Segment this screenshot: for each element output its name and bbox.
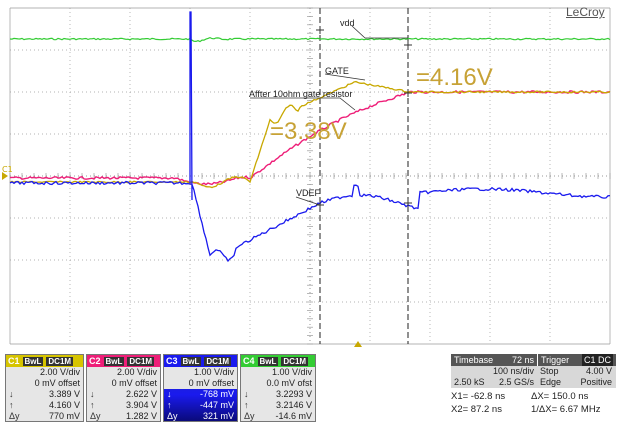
offset-value: 0 mV offset [111, 378, 157, 388]
channel-id: C3 [166, 356, 178, 366]
lecroy-logo: LeCroy [566, 5, 605, 19]
bwl-badge: BwL [180, 356, 202, 366]
cursor1-value: 3.389 V [48, 389, 80, 399]
channel-header: C3 BwL DC1M [164, 355, 237, 367]
cursor1-symbol: ↓ [9, 389, 14, 399]
channel-header: C2 BwL DC1M [87, 355, 160, 367]
time-per-div: 100 ns/div [492, 366, 534, 376]
trigger-header[interactable]: Trigger C1 DC [538, 354, 616, 366]
bwl-badge: BwL [257, 356, 279, 366]
channel-header: C1 BwL DC1M [6, 355, 83, 367]
channel-panel-c1[interactable]: C1 BwL DC1M 2.00 V/div 0 mV offset ↓ 3.38… [5, 354, 84, 422]
offset-value: 0.0 mV ofst [266, 378, 312, 388]
coupling-badge: DC1M [204, 356, 232, 366]
trigger-level-marker: C1 [2, 165, 13, 180]
cursor1-value: 3.2293 V [275, 389, 312, 399]
label-vdef: VDEF [296, 188, 321, 198]
channel-panel-c3[interactable]: C3 BwL DC1M 1.00 V/div 0 mV offset ↓ -768… [163, 354, 238, 422]
channel-id: C1 [8, 356, 20, 366]
vdiv-value: 1.00 V/div [193, 367, 234, 377]
trigger-channel: C1 [583, 355, 596, 365]
cursor2-symbol: ↑ [90, 400, 95, 410]
offset-value: 0 mV offset [188, 378, 234, 388]
cursor1-symbol: ↓ [90, 389, 95, 399]
vdiv-value: 2.00 V/div [39, 367, 80, 377]
coupling-badge: DC1M [281, 356, 309, 366]
waveform-canvas: C1 [2, 7, 611, 347]
trigger-label: Trigger [541, 355, 570, 365]
channel-id: C2 [89, 356, 101, 366]
cursor2-value: -447 mV [199, 400, 234, 410]
trigger-type: Edge [540, 377, 562, 387]
coupling-badge: DC1M [46, 356, 74, 366]
annotation-leaders [250, 25, 408, 206]
graticule [9, 7, 611, 345]
trigger-level: 4.00 V [585, 366, 612, 376]
channel-panel-c2[interactable]: C2 BwL DC1M 2.00 V/div 0 mV offset ↓ 2.62… [86, 354, 161, 422]
cursor2-value: 3.904 V [125, 400, 157, 410]
timebase-value: 72 ns [511, 355, 534, 365]
trace-c4-vdd [9, 36, 611, 43]
coupling-badge: DC1M [127, 356, 155, 366]
cursor1-symbol: ↓ [167, 389, 172, 399]
trigger-time-marker [354, 341, 362, 347]
channel-id: C4 [243, 356, 255, 366]
trigger-source-badge: C1 DC [581, 354, 613, 366]
channel-panel-c4[interactable]: C4 BwL DC1M 1.00 V/div 0.0 mV ofst ↓ 3.22… [240, 354, 316, 422]
sample-rate: 2.5 GS/s [498, 377, 534, 387]
measurement-gate-voltage: =4.16V [416, 64, 493, 91]
cursor-readout-row1: X1= -62.8 ns ΔX= 150.0 ns [451, 391, 588, 402]
cursor1-value: -768 mV [199, 389, 234, 399]
delta-symbol: Δy [167, 411, 178, 421]
trigger-slope: Positive [580, 377, 612, 387]
cursor2-value: 4.160 V [48, 400, 80, 410]
label-after-resistor: Affter 10ohm gate resistor [249, 89, 353, 99]
delta-value: -14.6 mV [275, 411, 312, 421]
svg-text:C1: C1 [2, 165, 13, 174]
cursor2-symbol: ↑ [244, 400, 249, 410]
cursor2-symbol: ↑ [167, 400, 172, 410]
timebase-header[interactable]: Timebase 72 ns [451, 354, 537, 366]
trigger-mode: Stop [540, 366, 559, 376]
delta-value: 1.282 V [125, 411, 157, 421]
oscilloscope-display: C1 LeCroy vdd GATE Affter 10ohm gate res… [2, 5, 611, 347]
cursor2-value: 3.2146 V [275, 400, 312, 410]
cursor-inv-delta-x: 1/ΔX= 6.67 MHz [531, 404, 601, 415]
sample-count: 2.50 kS [454, 377, 485, 387]
cursor1-symbol: ↓ [244, 389, 249, 399]
delta-value: 321 mV [202, 411, 234, 421]
cursor2-symbol: ↑ [9, 400, 14, 410]
label-gate: GATE [325, 66, 349, 76]
channel-header: C4 BwL DC1M [241, 355, 315, 367]
cursor-x1-value: X1= -62.8 ns [451, 391, 506, 402]
cursor-x2-value: X2= 87.2 ns [451, 404, 502, 415]
delta-symbol: Δy [244, 411, 255, 421]
bwl-badge: BwL [22, 356, 44, 366]
delta-symbol: Δy [90, 411, 101, 421]
label-vdd: vdd [340, 18, 355, 28]
delta-value: 770 mV [48, 411, 80, 421]
delta-symbol: Δy [9, 411, 20, 421]
timebase-label: Timebase [454, 355, 494, 365]
trace-c3-vdef [9, 11, 611, 263]
measurement-resistor-voltage: =3.38V [270, 118, 347, 145]
cursor-readout-row2: X2= 87.2 ns 1/ΔX= 6.67 MHz [451, 404, 600, 415]
cursor1-value: 2.622 V [125, 389, 157, 399]
vdiv-value: 1.00 V/div [271, 367, 312, 377]
trigger-coupling: DC [598, 355, 611, 365]
vdiv-value: 2.00 V/div [116, 367, 157, 377]
offset-value: 0 mV offset [34, 378, 80, 388]
cursor-delta-x: ΔX= 150.0 ns [531, 391, 589, 402]
timebase-trigger-panel[interactable]: Timebase 72 ns Trigger C1 DC 100 ns/div … [451, 354, 616, 402]
bwl-badge: BwL [103, 356, 125, 366]
